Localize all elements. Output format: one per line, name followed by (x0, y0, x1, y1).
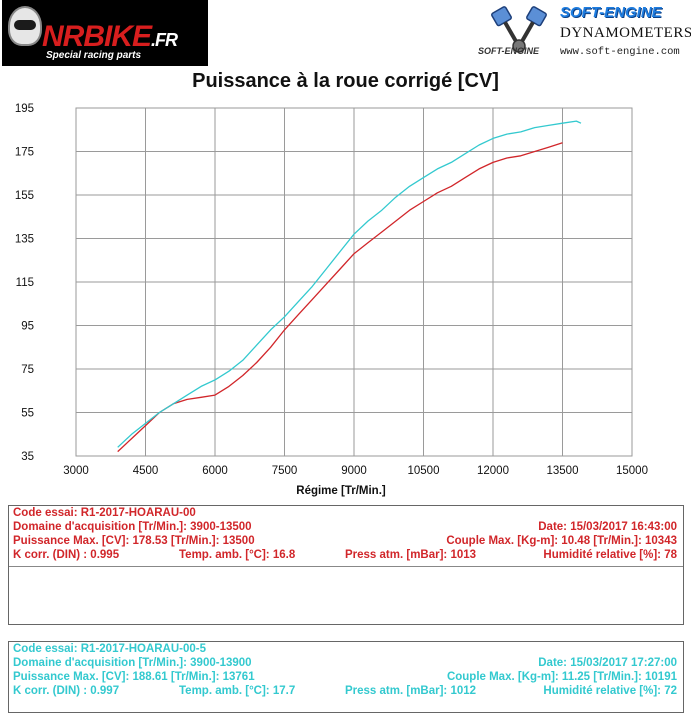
y-tick-label: 175 (15, 147, 34, 159)
dynamometers-label: DYNAMOMETERS (560, 25, 691, 41)
x-axis-label: Régime [Tr/Min.] (296, 485, 386, 497)
chart-ticks: 3000 4500 6000 7500 9000 10500 12000 13500 15000… (15, 103, 648, 477)
power-chart: 3000 4500 6000 7500 9000 10500 12000 13500 15000… (15, 103, 648, 497)
run2-k-corr: K corr. (DIN) : 0.997 (13, 685, 120, 697)
soft-engine-logo: SOFT-ENGINE SOFT-ENGINE DYNAMOMETERS www… (478, 0, 691, 66)
x-tick-label: 10500 (408, 465, 440, 477)
x-tick-label: 9000 (341, 465, 367, 477)
run1-pressure: Press atm. [mBar]: 1013 (345, 549, 477, 561)
nrbike-tagline: Special racing parts (46, 50, 142, 61)
pistons-icon (491, 6, 547, 53)
soft-engine-title: SOFT-ENGINE (560, 4, 662, 21)
run1-date: Date: 15/03/2017 16:43:00 (538, 521, 677, 533)
y-tick-label: 75 (21, 364, 34, 376)
helmet-icon (8, 6, 42, 46)
y-tick-label: 35 (21, 451, 34, 463)
run1-power-max: Puissance Max. [CV]: 178.53 [Tr/Min.]: 1… (13, 535, 255, 547)
run1-temp: Temp. amb. [°C]: 16.8 (179, 549, 296, 561)
run1-code: Code essai: R1-2017-HOARAU-00 (13, 507, 196, 519)
run1-humidity: Humidité relative [%]: 78 (543, 549, 677, 561)
run1-k-corr: K corr. (DIN) : 0.995 (13, 549, 120, 561)
series-line-run2 (117, 120, 582, 448)
y-tick-label: 155 (15, 190, 34, 202)
y-tick-label: 55 (21, 408, 34, 420)
run2-code: Code essai: R1-2017-HOARAU-00-5 (13, 643, 207, 655)
y-tick-label: 195 (15, 103, 34, 115)
nrbike-logo: NRBIKE.FR Special racing parts (2, 0, 208, 66)
y-tick-label: 95 (21, 321, 34, 333)
run1-domain: Domaine d'acquisition [Tr/Min.]: 3900-13… (13, 521, 252, 533)
x-tick-label: 3000 (63, 465, 89, 477)
run1-torque-max: Couple Max. [Kg-m]: 10.48 [Tr/Min.]: 103… (446, 535, 677, 547)
x-tick-label: 6000 (202, 465, 228, 477)
x-tick-label: 7500 (272, 465, 298, 477)
chart-grid (75, 107, 633, 457)
x-tick-label: 4500 (133, 465, 159, 477)
run2-humidity: Humidité relative [%]: 72 (543, 685, 677, 697)
chart-title: Puissance à la roue corrigé [CV] (192, 70, 499, 92)
run2-temp: Temp. amb. [°C]: 17.7 (179, 685, 296, 697)
x-tick-label: 15000 (616, 465, 648, 477)
run2-power-max: Puissance Max. [CV]: 188.61 [Tr/Min.]: 1… (13, 671, 255, 683)
run2-torque-max: Couple Max. [Kg-m]: 11.25 [Tr/Min.]: 101… (446, 671, 677, 683)
soft-engine-small-mark: SOFT-ENGINE (478, 46, 540, 56)
run2-info-box: Code essai: R1-2017-HOARAU-00-5 Domaine … (8, 641, 684, 713)
y-tick-label: 135 (15, 234, 34, 246)
x-tick-label: 12000 (477, 465, 509, 477)
run2-domain: Domaine d'acquisition [Tr/Min.]: 3900-13… (13, 657, 252, 669)
y-tick-label: 115 (16, 277, 34, 289)
chart-series (117, 120, 582, 453)
website-url: www.soft-engine.com (560, 46, 680, 58)
x-tick-label: 13500 (547, 465, 579, 477)
run1-info-box: Code essai: R1-2017-HOARAU-00 Domaine d'… (8, 505, 684, 625)
series-line-run1 (117, 142, 563, 453)
nrbike-brand: NRBIKE.FR (42, 20, 178, 53)
run1-separator (9, 566, 683, 567)
run2-pressure: Press atm. [mBar]: 1012 (345, 685, 477, 697)
run2-date: Date: 15/03/2017 17:27:00 (538, 657, 677, 669)
